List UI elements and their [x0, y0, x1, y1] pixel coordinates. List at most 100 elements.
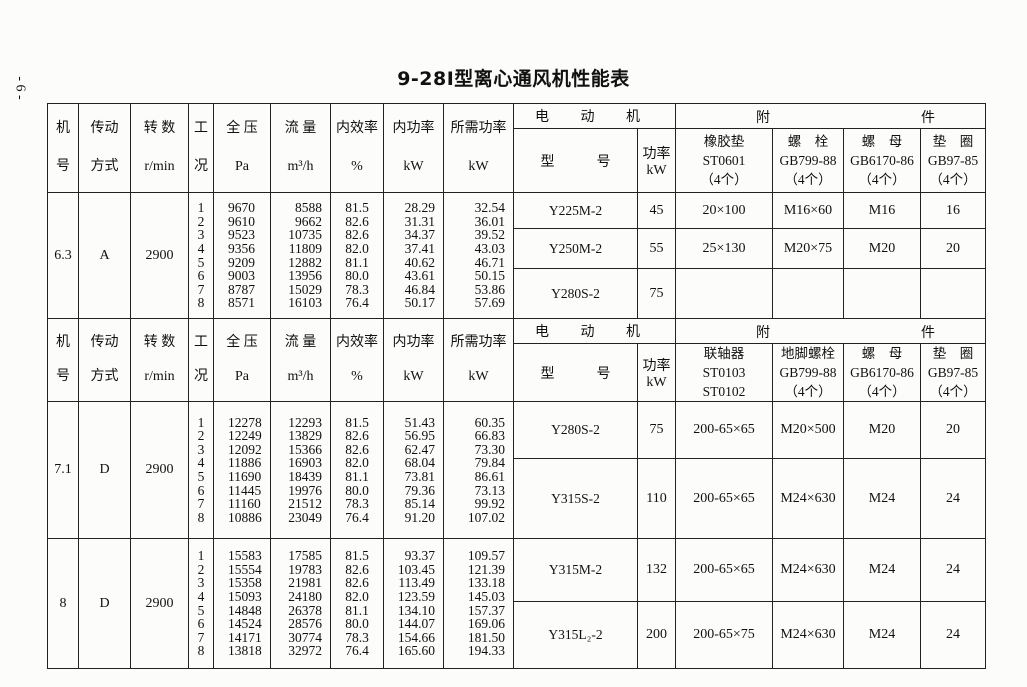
value: 7 — [197, 281, 205, 297]
header-attach-right: 件 — [921, 111, 935, 126]
accessory-value: M16 — [843, 192, 921, 229]
value: 15029 — [288, 281, 322, 297]
header-unit: m³/h — [287, 369, 314, 384]
value: 26378 — [288, 602, 322, 618]
header-internal-power: 内功率 kW — [383, 103, 444, 193]
header-label: 内效率 — [336, 121, 378, 136]
header-accessory: 螺 母 GB6170-86 （4个） — [843, 128, 921, 193]
value: 9610 — [228, 213, 255, 229]
value: 56.95 — [404, 428, 435, 444]
accessory-header-line: GB6170-86 — [850, 153, 914, 168]
motor-model: Y280S-2 — [513, 401, 638, 459]
accessory-value: 200-65×65 — [675, 401, 773, 459]
value: 82.6 — [345, 575, 369, 591]
value: 78.3 — [345, 281, 369, 297]
value: 154.66 — [397, 629, 435, 645]
value: 28.29 — [404, 200, 435, 216]
value: 73.81 — [404, 469, 435, 484]
power-unit: kW — [646, 374, 667, 390]
header-accessory: 地脚螺栓 GB799-88 （4个） — [772, 343, 844, 402]
value: 4 — [197, 588, 205, 604]
value: 8 — [197, 643, 205, 659]
motor-model: Y315S-2 — [513, 458, 638, 539]
header-unit: 方式 — [90, 159, 119, 174]
header-flow: 流 量 m³/h — [270, 103, 331, 193]
header-motor-power: 功率 kW — [637, 343, 676, 402]
header-unit: Pa — [235, 369, 249, 384]
value: 181.50 — [467, 629, 505, 645]
total-pressure-values: 9670 9610 9523 9356 9209 9003 8787 8571 — [213, 192, 271, 319]
value: 103.45 — [397, 561, 435, 577]
accessory-value: 24 — [920, 601, 986, 669]
header-unit: r/min — [144, 369, 175, 384]
accessory-value: 20×100 — [675, 192, 773, 229]
header-attach-left: 附 — [756, 326, 770, 341]
accessory-value: 16 — [920, 192, 986, 229]
motor-power: 200 — [637, 601, 676, 669]
accessory-value: 200-65×75 — [675, 601, 773, 669]
value: 11690 — [228, 469, 262, 484]
accessory-header-line: （4个） — [858, 172, 906, 187]
accessory-header-line: （4个） — [700, 172, 748, 187]
value: 15358 — [228, 575, 262, 591]
value: 99.92 — [474, 496, 505, 512]
value: 4 — [197, 455, 205, 471]
value: 11809 — [288, 240, 322, 256]
value: 66.83 — [474, 428, 505, 444]
value: 10735 — [288, 227, 322, 243]
value: 3 — [197, 441, 205, 457]
value: 21981 — [288, 575, 322, 591]
value: 91.20 — [404, 509, 435, 525]
motor-power: 75 — [637, 401, 676, 459]
required-power-values: 109.57 121.39 133.18 145.03 157.37 169.06 181.… — [443, 538, 514, 669]
total-pressure-values: 12278 12249 12092 11886 11690 11445 11160 10886 — [213, 401, 271, 539]
header-motor-model: 型 号 — [513, 128, 638, 193]
value: 78.3 — [345, 629, 369, 645]
value: 82.6 — [345, 561, 369, 577]
header-fan-no: 机号 — [47, 318, 79, 402]
speed: 2900 — [130, 192, 189, 319]
value: 2 — [197, 561, 205, 577]
value: 46.71 — [474, 254, 505, 270]
accessory-value — [675, 268, 773, 319]
value: 60.35 — [474, 414, 505, 430]
value: 68.04 — [404, 455, 435, 471]
value: 23049 — [288, 509, 322, 525]
value: 12092 — [228, 441, 262, 457]
header-condition: 工况 — [188, 103, 214, 193]
header-accessories: 附件 — [675, 318, 986, 344]
header-accessories: 附件 — [675, 103, 986, 129]
header-required-power: 所需功率 kW — [443, 318, 514, 402]
header-label: 传动 — [90, 121, 119, 136]
header-motor-power: 功率 kW — [637, 128, 676, 193]
value: 82.0 — [345, 455, 369, 471]
value: 10886 — [228, 509, 262, 525]
value: 9209 — [228, 254, 255, 270]
value: 76.4 — [345, 509, 369, 525]
required-power-values: 60.35 66.83 73.30 79.84 86.61 73.13 99.92 107.0… — [443, 401, 514, 539]
header-drive: 传动 方式 — [78, 103, 131, 193]
value: 11160 — [228, 496, 261, 512]
value: 8787 — [228, 281, 255, 297]
header-accessory: 联轴器 ST0103 ST0102 — [675, 343, 773, 402]
value: 82.6 — [345, 441, 369, 457]
header-attach-left: 附 — [756, 111, 770, 126]
accessory-header-line: （4个） — [784, 172, 832, 187]
value: 12278 — [228, 414, 262, 430]
value: 8571 — [228, 295, 255, 311]
accessory-header-line: （4个） — [784, 384, 832, 399]
value: 73.13 — [474, 482, 505, 498]
value: 6 — [197, 616, 205, 632]
value: 1 — [197, 200, 205, 216]
value: 109.57 — [467, 548, 505, 564]
accessory-header-line: （4个） — [929, 384, 977, 399]
value: 62.47 — [404, 441, 435, 457]
header-motor-model: 型 号 — [513, 343, 638, 402]
motor-power: 55 — [637, 228, 676, 269]
value: 15366 — [288, 441, 322, 457]
value: 31.31 — [404, 213, 435, 229]
header-speed: 转 数 r/min — [130, 103, 189, 193]
accessory-header-line: ST0102 — [702, 384, 746, 399]
value: 81.5 — [345, 200, 369, 216]
